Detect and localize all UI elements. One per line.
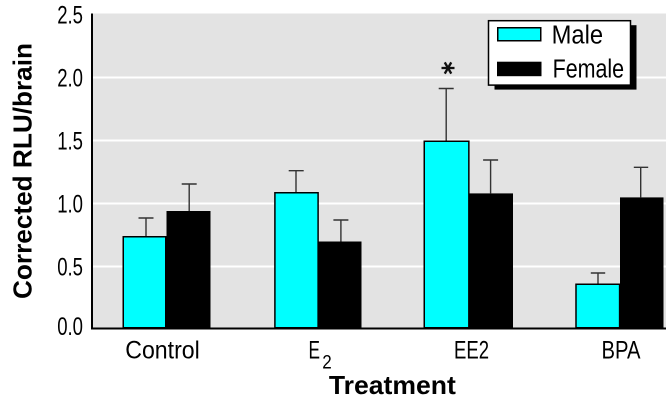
svg-text:BPA: BPA — [602, 337, 641, 365]
svg-text:2: 2 — [322, 352, 332, 373]
svg-text:Corrected RLU/brain: Corrected RLU/brain — [8, 43, 38, 299]
svg-text:Treatment: Treatment — [329, 370, 456, 400]
svg-text:E: E — [309, 337, 321, 365]
svg-text:2.5: 2.5 — [57, 2, 83, 30]
svg-text:1.0: 1.0 — [57, 191, 83, 219]
svg-text:Female: Female — [553, 56, 625, 84]
svg-text:0.0: 0.0 — [57, 313, 83, 341]
svg-text:1.5: 1.5 — [57, 128, 83, 156]
svg-text:0.5: 0.5 — [57, 254, 83, 282]
svg-text:EE2: EE2 — [454, 337, 489, 365]
svg-text:Male: Male — [552, 21, 604, 49]
svg-text:2.0: 2.0 — [57, 65, 83, 93]
svg-text:Control: Control — [125, 337, 200, 365]
